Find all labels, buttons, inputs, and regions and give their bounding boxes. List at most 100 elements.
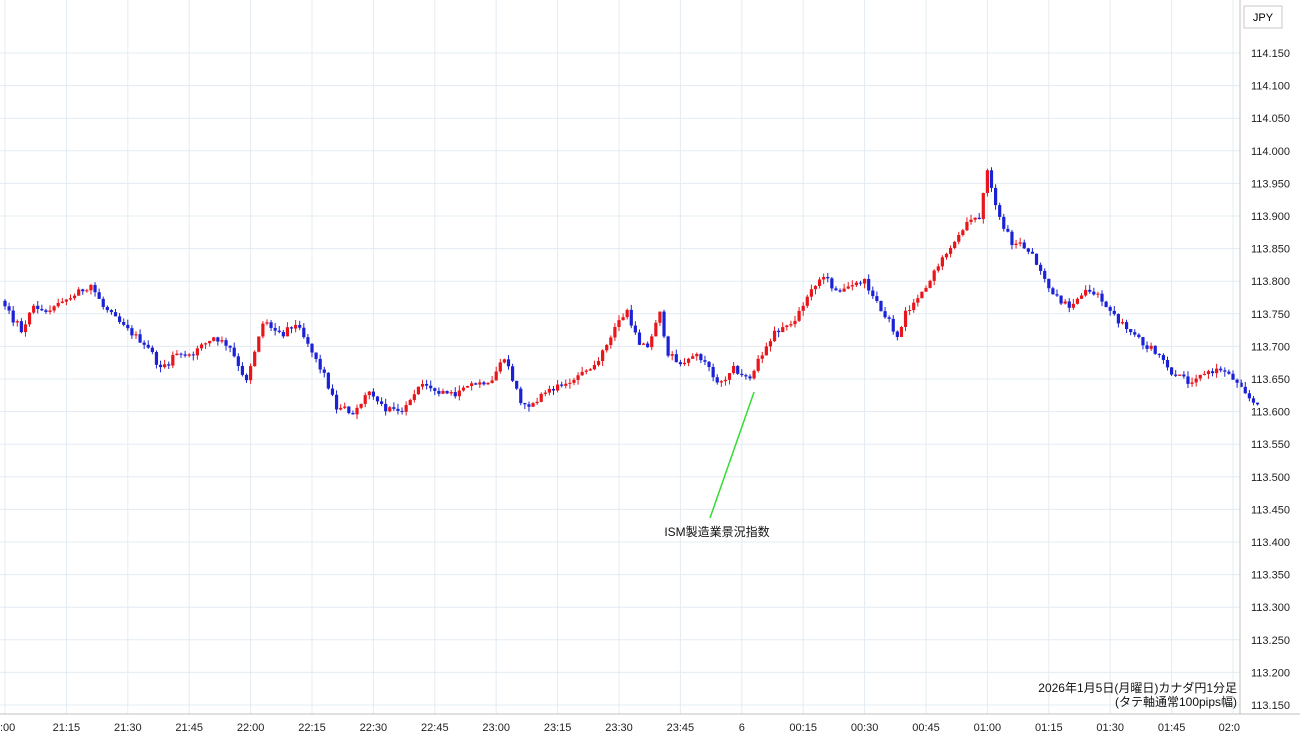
candle — [605, 343, 609, 353]
x-tick-label: 22:15 — [298, 722, 326, 734]
candle — [314, 352, 318, 363]
candle — [560, 381, 564, 388]
candle-body — [412, 394, 416, 400]
candle-body — [285, 327, 290, 337]
candle — [707, 361, 711, 372]
candle — [601, 349, 605, 367]
candle — [265, 319, 269, 326]
candle — [429, 380, 433, 392]
candle — [985, 168, 989, 197]
candle-body — [1039, 264, 1043, 271]
candle-body — [1141, 337, 1145, 346]
candle-body — [605, 345, 609, 351]
candle — [1018, 237, 1022, 247]
candle — [502, 358, 506, 364]
candle-body — [621, 317, 625, 321]
candle — [1071, 298, 1075, 310]
candle-body — [1104, 301, 1108, 308]
candle — [154, 350, 159, 369]
candle — [1239, 379, 1243, 388]
candle-body — [375, 396, 380, 402]
candle — [817, 277, 822, 289]
candle — [277, 326, 281, 334]
candle-body — [592, 365, 597, 370]
candle — [895, 330, 899, 341]
candle-body — [879, 300, 883, 312]
candle-body — [838, 290, 842, 292]
candle — [199, 342, 204, 351]
candle-body — [556, 384, 560, 391]
candle — [408, 398, 412, 406]
candle — [375, 395, 380, 405]
candle — [785, 324, 789, 331]
candle-body — [732, 365, 736, 374]
candle-body — [97, 292, 101, 299]
candle-body — [93, 284, 97, 293]
candle — [36, 300, 40, 314]
candle-body — [302, 327, 306, 338]
candle-body — [1186, 376, 1190, 384]
candle-body — [899, 326, 904, 337]
candle-body — [707, 361, 711, 368]
x-axis: :00 21:15 21:30 21:45 22:00 22:15 22:30 22:45 23… — [0, 713, 1300, 734]
candle — [723, 376, 728, 386]
candle-body — [298, 324, 302, 328]
y-tick-label: 114.000 — [1251, 146, 1290, 158]
candle — [916, 294, 920, 307]
candle — [318, 354, 322, 374]
candle — [564, 379, 568, 389]
candle-body — [36, 305, 40, 309]
candle — [756, 354, 760, 373]
x-tick-label: 23:00 — [482, 722, 510, 734]
candle — [772, 326, 777, 343]
candle — [936, 263, 940, 273]
candle — [1030, 247, 1035, 254]
candle — [592, 360, 597, 371]
candle-body — [334, 394, 339, 410]
candle-body — [723, 379, 728, 382]
candle — [871, 286, 875, 299]
candle — [662, 309, 666, 339]
candle — [392, 402, 396, 411]
candle-body — [32, 305, 36, 313]
candle-body — [330, 388, 335, 395]
x-tick-label: 23:45 — [667, 722, 695, 734]
candle — [425, 379, 429, 390]
candle-body — [453, 392, 457, 397]
candle-body — [834, 288, 838, 291]
x-tick-label: 22:00 — [237, 722, 265, 734]
candle — [367, 390, 371, 400]
candle — [940, 255, 944, 271]
candle-body — [1129, 329, 1133, 333]
candle — [670, 351, 674, 361]
candle-body — [699, 354, 703, 361]
candle — [678, 359, 682, 367]
x-tick-label: 23:30 — [605, 722, 633, 734]
candle — [339, 404, 343, 411]
annotation-label: ISM製造業景況指数 — [664, 524, 769, 539]
candle-body — [564, 383, 568, 386]
y-tick-label: 113.350 — [1251, 570, 1290, 582]
candle — [334, 390, 339, 414]
chart-subtitle: (タテ軸通常100pips幅) — [1115, 694, 1237, 709]
candle — [441, 388, 445, 394]
candle — [1194, 374, 1198, 387]
candle — [122, 318, 126, 327]
candle — [932, 269, 936, 286]
candle — [56, 298, 60, 308]
candle-body — [1165, 360, 1170, 368]
candle-body — [515, 380, 519, 389]
candle-body — [183, 354, 187, 356]
candle — [830, 276, 834, 292]
candle — [142, 340, 146, 350]
candle-body — [715, 377, 719, 383]
candle — [1051, 286, 1055, 295]
candle-body — [948, 248, 953, 254]
candle-body — [1034, 253, 1039, 265]
candle — [118, 312, 122, 325]
candle-body — [625, 309, 629, 318]
candle — [326, 372, 330, 390]
candle-body — [158, 364, 163, 368]
candle — [93, 282, 97, 297]
chart-title: 2026年1月5日(月曜日)カナダ円1分足 — [1038, 680, 1237, 695]
